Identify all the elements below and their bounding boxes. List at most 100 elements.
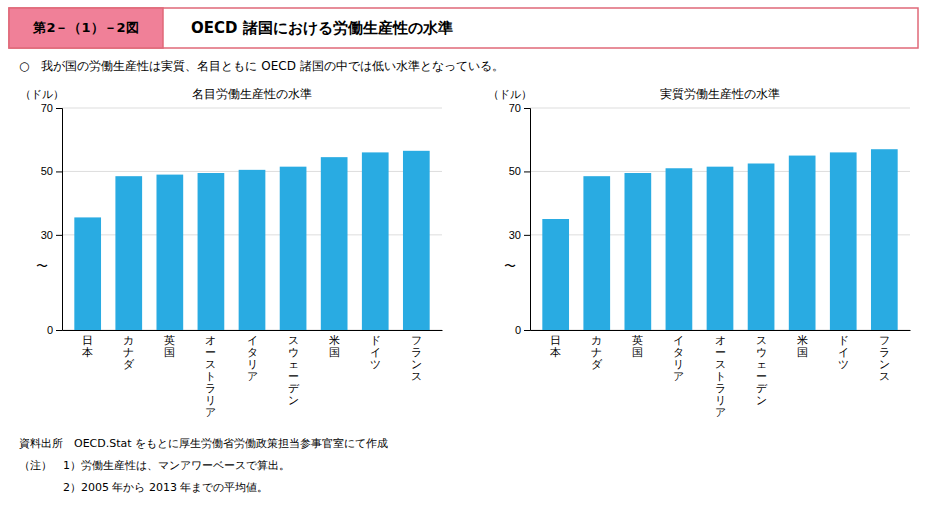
tick-label-line: 米 — [329, 334, 340, 346]
tick-label-line: ス — [879, 370, 890, 382]
tick-label-line: ラ — [715, 382, 726, 394]
tick-label-line: ウ — [288, 346, 299, 358]
x-tick: イタリア — [247, 334, 258, 382]
tick-mark — [524, 108, 530, 109]
tick-label: イタリア — [247, 334, 258, 382]
tick-label-line: タ — [247, 346, 258, 358]
tick-label: 日本 — [550, 334, 561, 358]
x-tick: 米国 — [329, 334, 340, 358]
tick-label-line: ス — [411, 370, 422, 382]
tick-label-line: イ — [838, 346, 849, 358]
tick-label-line: ラ — [411, 346, 422, 358]
tick-label-line: オ — [715, 334, 726, 346]
bar — [280, 167, 307, 330]
bar — [321, 157, 348, 330]
tick-label: 米国 — [329, 334, 340, 358]
tick-label-line: ン — [879, 358, 890, 370]
tick-label: 英国 — [632, 334, 643, 358]
bar — [403, 151, 430, 330]
bar — [748, 164, 775, 331]
x-tick: オーストラリア — [205, 334, 216, 419]
tick-label-line: リ — [673, 358, 684, 370]
tick-label: 50 — [41, 165, 53, 177]
x-tick: 英国 — [632, 334, 643, 358]
y-tick: 30 — [509, 229, 530, 241]
tick-label: 0 — [47, 324, 53, 336]
tick-label: オーストラリア — [715, 334, 726, 419]
tick-label-line: ア — [715, 406, 726, 418]
tick-label: 50 — [509, 165, 521, 177]
chart: 0305070日本カナダ英国オーストラリアイタリアスウェーデン米国ドイツフランス… — [20, 87, 443, 418]
tick-label: スウェーデン — [756, 334, 768, 407]
bar — [830, 152, 857, 330]
tick-label: 30 — [509, 229, 521, 241]
header-border — [9, 8, 918, 48]
tick-label-line: 国 — [632, 346, 643, 358]
tick-label-line: リ — [715, 394, 726, 406]
tick-label-line: 国 — [164, 346, 175, 358]
chart-title: 実質労働生産性の水準 — [660, 87, 780, 101]
tick-label-line: カ — [123, 334, 134, 346]
x-axis: 日本カナダ英国イタリアオーストラリアスウェーデン米国ドイツフランス — [531, 331, 911, 419]
tick-label-line: ド — [370, 334, 381, 346]
tick-label-line: ー — [756, 370, 767, 382]
tick-label-line: ン — [411, 358, 422, 370]
bar — [666, 168, 693, 330]
bar — [707, 167, 734, 330]
tick-label-line: デ — [756, 382, 768, 394]
tick-label-line: ン — [756, 394, 767, 406]
y-tick: 0 — [515, 324, 530, 336]
tick-label: カナダ — [591, 334, 603, 370]
tick-label-line: 本 — [550, 346, 561, 358]
y-label: （ドル） — [488, 88, 532, 101]
x-tick: イタリア — [673, 334, 684, 382]
tick-label: カナダ — [123, 334, 135, 370]
tick-label-line: イ — [370, 346, 381, 358]
header-label: 第2－（1）－2図 — [32, 20, 138, 35]
bars — [74, 151, 429, 330]
x-tick: スウェーデン — [756, 334, 768, 407]
tick-label-line: 日 — [550, 334, 561, 346]
bar — [198, 173, 225, 330]
tick-label-line: カ — [591, 334, 602, 346]
tick-label-line: デ — [288, 382, 300, 394]
x-tick: ドイツ — [838, 334, 849, 370]
y-tick: 0 — [47, 324, 62, 336]
tick-label-line: ス — [715, 358, 726, 370]
y-label: （ドル） — [20, 88, 64, 101]
tick-label-line: 日 — [82, 334, 93, 346]
x-tick: オーストラリア — [715, 334, 726, 419]
tick-mark — [524, 330, 530, 331]
tick-label: フランス — [879, 334, 890, 382]
tick-label-line: ツ — [838, 358, 849, 370]
tick-label-line: ー — [205, 346, 216, 358]
bar — [542, 219, 569, 330]
tick-label: 70 — [509, 102, 521, 114]
tick-label-line: イ — [247, 334, 258, 346]
tick-label-line: ウ — [756, 346, 767, 358]
tick-label-line: リ — [205, 394, 216, 406]
footnote: 資料出所 OECD.Stat をもとに厚生労働省労働政策担当参事官室にて作成 — [19, 437, 388, 450]
bar — [115, 176, 142, 330]
x-tick: スウェーデン — [288, 334, 300, 407]
tick-label-line: ア — [673, 370, 684, 382]
tick-label-line: ラ — [205, 382, 216, 394]
bar — [362, 152, 389, 330]
grid-line — [530, 108, 910, 109]
bar — [156, 175, 183, 330]
tick-label-line: ナ — [123, 346, 134, 358]
chart-title: 名目労働生産性の水準 — [192, 87, 312, 101]
tick-label-line: 本 — [82, 346, 93, 358]
tick-label-line: タ — [673, 346, 684, 358]
tick-mark — [56, 108, 62, 109]
x-tick: 英国 — [164, 334, 175, 358]
tick-label-line: イ — [673, 334, 684, 346]
axis-line — [531, 330, 911, 331]
tick-label-line: ラ — [879, 346, 890, 358]
x-tick: フランス — [879, 334, 890, 382]
x-tick: ドイツ — [370, 334, 381, 370]
tick-label-line: ア — [205, 406, 216, 418]
bar — [789, 156, 816, 330]
tick-label: ドイツ — [838, 334, 849, 370]
x-tick: カナダ — [123, 334, 135, 370]
